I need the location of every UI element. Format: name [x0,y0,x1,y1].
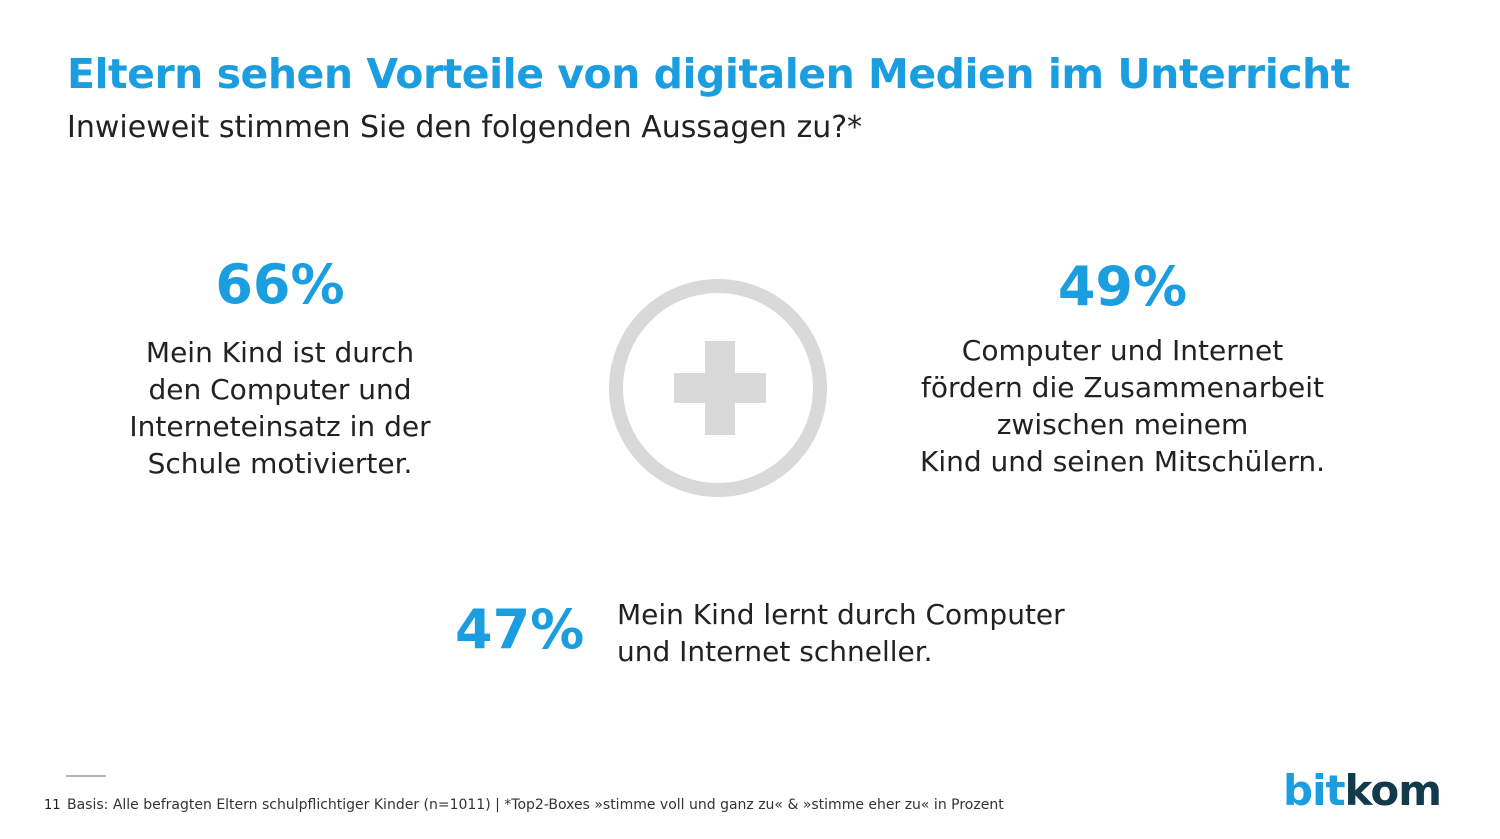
footer-divider [66,775,106,777]
logo-part-bit: bit [1283,766,1346,815]
stat-text-line: fördern die Zusammenarbeit [921,371,1324,404]
stat-text-line: Interneteinsatz in der [129,410,431,443]
page-title: Eltern sehen Vorteile von digitalen Medi… [67,50,1350,98]
page-number: 11 [44,798,61,813]
stat-text-line: Kind und seinen Mitschülern. [919,445,1325,478]
plus-circle-icon [602,272,834,504]
stat-text: Mein Kind ist durch den Computer und Int… [100,334,460,482]
stat-collaboration: 49% Computer und Internet fördern die Zu… [900,260,1345,480]
stat-text-line: und Internet schneller. [617,635,933,668]
stat-percent-faster-learning: 47% [455,598,585,661]
stat-percent: 49% [1057,255,1188,318]
stat-text-line: Mein Kind lernt durch Computer [617,598,1065,631]
stat-motivation: 66% Mein Kind ist durch den Computer und… [100,258,460,482]
stat-text-faster-learning: Mein Kind lernt durch Computer und Inter… [617,596,1077,670]
stat-percent: 66% [215,253,345,316]
stat-text-line: Schule motivierter. [147,447,413,480]
stat-text-line: Mein Kind ist durch [145,336,415,369]
bitkom-logo: bitkom [1283,766,1442,815]
stat-text-line: den Computer und [148,373,412,406]
stat-text-line: zwischen meinem [996,408,1249,441]
page-subtitle: Inwieweit stimmen Sie den folgenden Auss… [67,110,863,145]
stat-text: Computer und Internet fördern die Zusamm… [900,332,1345,480]
stat-text-line: Computer und Internet [961,334,1284,367]
logo-part-kom: kom [1344,766,1442,815]
footnote: Basis: Alle befragten Eltern schulpflich… [67,797,1004,813]
